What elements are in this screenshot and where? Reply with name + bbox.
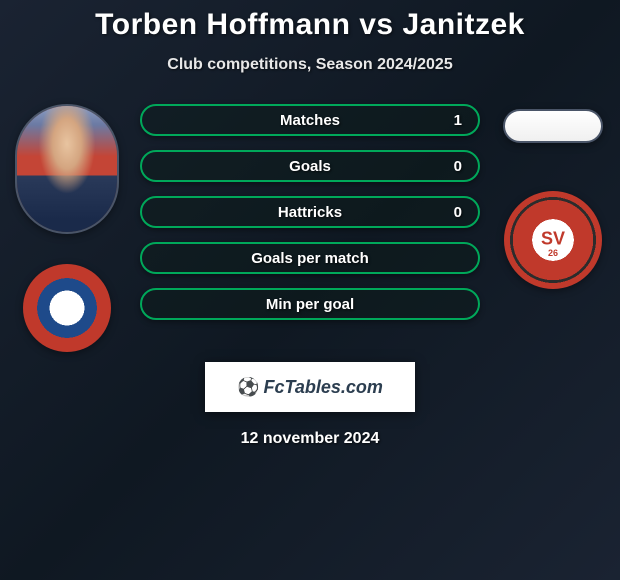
stat-value: 1 [454, 112, 462, 129]
left-player-column [8, 104, 126, 352]
stat-label: Min per goal [266, 296, 354, 313]
main-area: Matches 1 Goals 0 Hattricks 0 Goals per … [0, 104, 620, 352]
stat-row-goals: Goals 0 [140, 150, 480, 182]
right-club-badge [504, 191, 602, 289]
footer-brand-text: FcTables.com [264, 377, 383, 398]
stat-label: Matches [280, 112, 340, 129]
right-player-photo-placeholder [503, 109, 603, 143]
stats-column: Matches 1 Goals 0 Hattricks 0 Goals per … [126, 104, 494, 320]
stat-label: Goals per match [251, 250, 369, 267]
stat-row-goals-per-match: Goals per match [140, 242, 480, 274]
page-title: Torben Hoffmann vs Janitzek [95, 8, 525, 42]
stat-row-matches: Matches 1 [140, 104, 480, 136]
stat-value: 0 [454, 204, 462, 221]
soccer-ball-icon: ⚽ [237, 377, 259, 398]
stat-label: Goals [289, 158, 331, 175]
stat-row-min-per-goal: Min per goal [140, 288, 480, 320]
comparison-card: Torben Hoffmann vs Janitzek Club competi… [0, 0, 620, 448]
left-player-photo-inner [17, 106, 117, 232]
stat-label: Hattricks [278, 204, 342, 221]
footer-brand-logo: ⚽ FcTables.com [237, 377, 383, 398]
right-player-column [494, 104, 612, 289]
left-player-photo [15, 104, 119, 234]
subtitle: Club competitions, Season 2024/2025 [167, 56, 452, 74]
stat-value: 0 [454, 158, 462, 175]
date-text: 12 november 2024 [241, 430, 380, 448]
stat-row-hattricks: Hattricks 0 [140, 196, 480, 228]
footer-brand-box[interactable]: ⚽ FcTables.com [205, 362, 415, 412]
left-club-badge [23, 264, 111, 352]
